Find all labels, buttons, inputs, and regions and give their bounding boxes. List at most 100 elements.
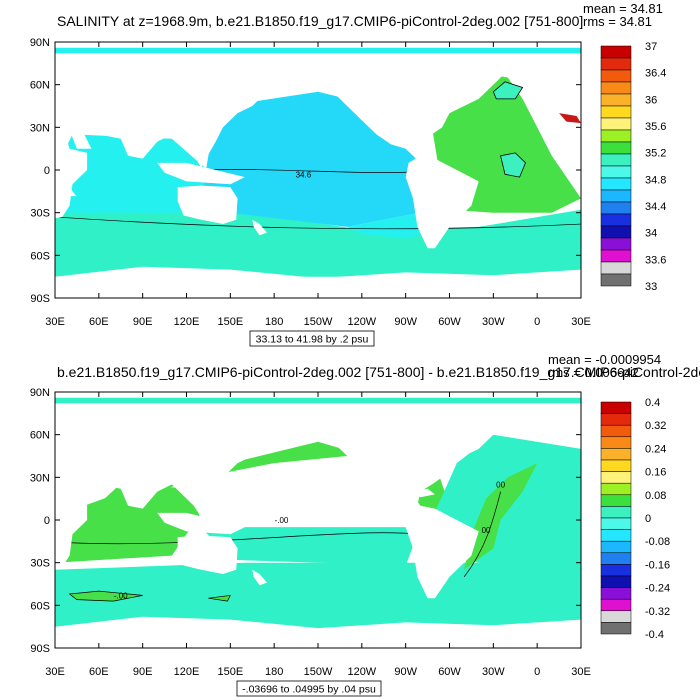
y-tick-label: 90N: [30, 37, 50, 49]
arctic-region: [55, 397, 581, 404]
x-tick-label: 0: [534, 316, 540, 328]
rms-label: rms = 0.006642: [548, 365, 639, 380]
negative-region: [201, 527, 421, 566]
colorbar-label: 33.6: [645, 254, 666, 266]
land-arabia_gap: [69, 480, 92, 499]
difference-map: -.00 00 -.00 00: [55, 392, 581, 648]
land-antarctica: [55, 616, 581, 648]
colorbar-label: 33: [645, 281, 657, 293]
contour-line: [55, 216, 581, 230]
colorbar-swatch: [600, 587, 632, 600]
colorbar-swatch: [600, 177, 632, 191]
contour-label: -.00: [275, 516, 289, 525]
colorbar-label: -0.16: [645, 559, 670, 571]
land-indonesia: [157, 512, 245, 535]
colorbar-label: 34: [645, 228, 657, 240]
land-eurasia: [55, 56, 304, 168]
y-axis-ticks: 90N 60N 30N 0 30S 60S 90S: [30, 37, 581, 305]
x-tick-label: 180: [265, 316, 283, 328]
colorbar-swatch: [600, 141, 632, 155]
colorbar-label: -0.4: [645, 629, 664, 641]
x-axis-ticks: 30E 60E 90E 120E 150E 180 150W 120W 90W 60W 30W 0 30…: [45, 42, 591, 328]
x-tick-label: 30E: [571, 666, 591, 678]
colorbar-swatch: [600, 273, 632, 287]
colorbar-swatch: [600, 189, 632, 203]
y-tick-label: 30S: [30, 208, 50, 220]
colorbar-swatch: [600, 261, 632, 275]
x-tick-label: 90W: [394, 316, 417, 328]
colorbar-swatch: [600, 517, 632, 530]
x-tick-label: 30E: [45, 666, 65, 678]
x-tick-label: 120E: [174, 316, 200, 328]
land-namerica: [318, 56, 508, 156]
range-label: -.03696 to .04995 by .04 psu: [242, 684, 376, 696]
x-tick-label: 30W: [482, 316, 505, 328]
x-tick-label: 60E: [89, 666, 109, 678]
x-tick-label: 150W: [304, 666, 333, 678]
mean-label: mean = -0.0009954: [548, 352, 661, 367]
positive-region: [208, 594, 231, 602]
land-australia: [177, 535, 238, 574]
y-tick-label: 90N: [30, 387, 50, 399]
colorbar-swatch: [600, 436, 632, 449]
land-samerica: [405, 155, 479, 249]
colorbar-swatch: [600, 237, 632, 251]
colorbar-swatch: [600, 81, 632, 95]
colorbar: 37 36.4 36 35.6 35.2 34.8 34.4 34 33.6 33: [600, 41, 666, 293]
y-tick-label: 60N: [30, 80, 50, 92]
land-greenland: [464, 53, 523, 82]
colorbar-swatch: [600, 622, 632, 635]
land-africa: [55, 471, 88, 569]
colorbar-swatch: [600, 225, 632, 239]
land-indonesia: [157, 162, 245, 185]
colorbar-label: -0.32: [645, 606, 670, 618]
land-australia: [177, 185, 238, 224]
colorbar-swatch: [600, 610, 632, 623]
colorbar-swatch: [600, 482, 632, 496]
pacific-region: [201, 91, 421, 227]
x-tick-label: 90W: [394, 666, 417, 678]
x-tick-label: 0: [534, 666, 540, 678]
contour-line: [463, 491, 501, 578]
colorbar-swatch: [600, 424, 632, 438]
colorbar-label: 36.4: [645, 68, 666, 80]
colorbar-swatch: [600, 105, 632, 119]
colorbar-swatch: [600, 413, 632, 426]
arctic-region: [55, 47, 581, 54]
colorbar-label: 37: [645, 41, 657, 53]
range-label-box: [249, 330, 375, 347]
colorbar-label: 0: [645, 513, 651, 525]
colorbar-label: -0.08: [645, 536, 670, 548]
x-tick-label: 30W: [482, 666, 505, 678]
contour-label: 00: [482, 526, 491, 535]
colorbar-label: 35.6: [645, 121, 666, 133]
colorbar-swatch: [600, 213, 632, 227]
land-namerica: [318, 406, 508, 506]
x-tick-label: 120E: [174, 666, 200, 678]
colorbar-swatch: [600, 564, 632, 577]
x-tick-label: 30E: [45, 316, 65, 328]
colorbar-swatch: [600, 93, 632, 107]
x-tick-label: 150W: [304, 316, 333, 328]
y-tick-label: 60S: [30, 250, 50, 262]
salinity-panel: SALINITY at z=1968.9m, b.e21.B1850.f19_g…: [30, 1, 666, 347]
x-tick-label: 120W: [347, 666, 376, 678]
land-samerica: [405, 505, 479, 599]
y-axis-ticks: 90N 60N 30N 0 30S 60S 90S: [30, 387, 581, 655]
x-tick-label: 60W: [438, 666, 461, 678]
x-tick-label: 150E: [217, 316, 243, 328]
colorbar-swatch: [600, 153, 632, 167]
y-tick-label: 60N: [30, 430, 50, 442]
positive-region: [464, 463, 538, 570]
contour-label: 34.6: [296, 170, 312, 179]
colorbar-swatch: [600, 129, 632, 143]
colorbar-swatch: [600, 45, 632, 59]
colorbar-swatch: [600, 69, 632, 83]
land-nz: [252, 219, 267, 236]
land-caribbean: [413, 488, 435, 498]
land-africa: [55, 121, 88, 219]
mean-label: mean = 34.81: [583, 1, 663, 16]
panel-title: SALINITY at z=1968.9m, b.e21.B1850.f19_g…: [57, 13, 583, 29]
colorbar-swatch: [600, 201, 632, 215]
y-tick-label: 90S: [30, 643, 50, 655]
